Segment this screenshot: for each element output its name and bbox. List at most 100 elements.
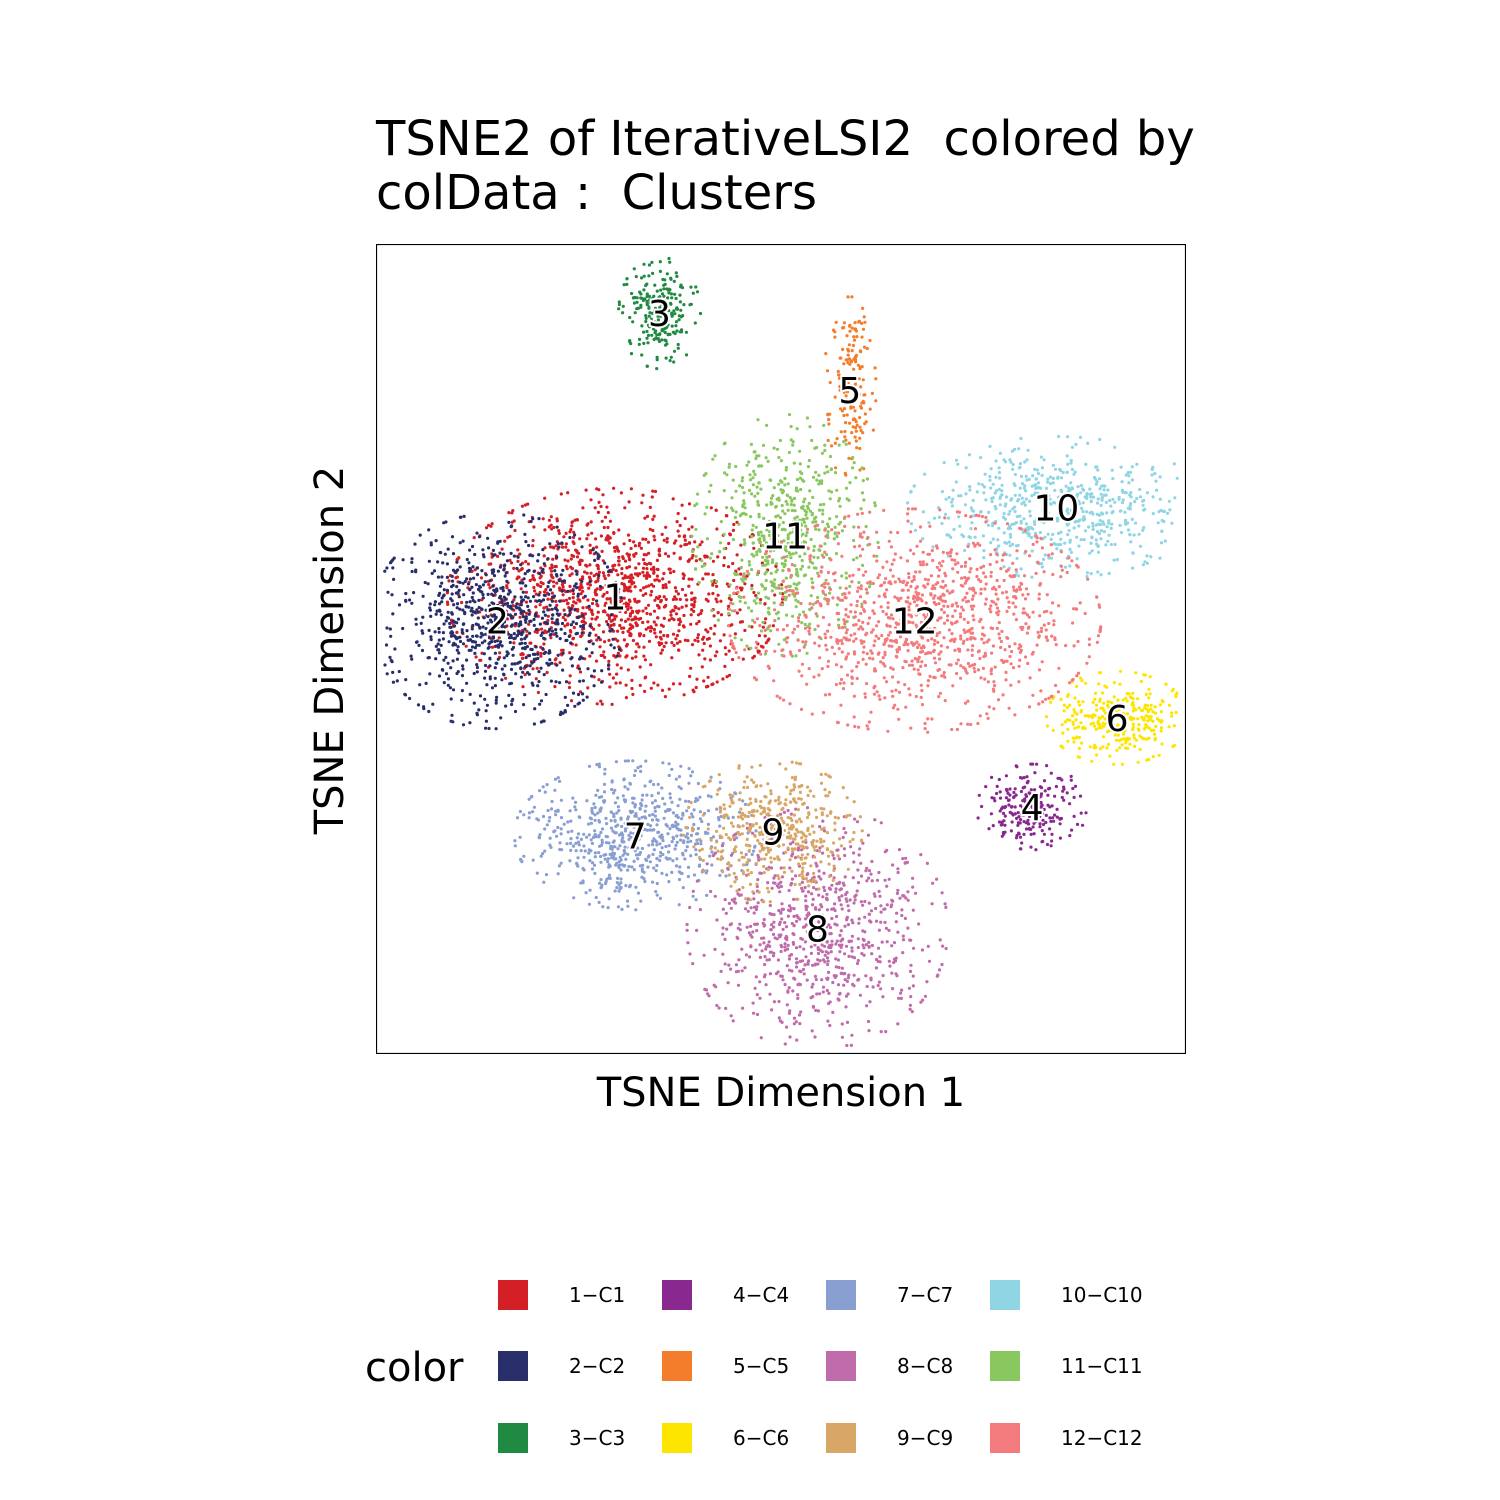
data-point [496,632,500,636]
data-point [634,650,638,654]
data-point [668,796,672,800]
data-point [527,543,531,548]
data-point [788,1035,792,1039]
data-point [819,781,824,785]
data-point [815,839,819,843]
data-point [684,799,688,803]
data-point [429,635,433,639]
data-point [491,634,495,638]
data-point [695,622,699,626]
data-point [461,581,465,585]
data-point [728,838,733,842]
data-point [634,566,638,570]
data-point [410,560,414,564]
data-point [739,851,743,855]
data-point [503,574,507,578]
data-point [713,624,717,628]
data-point [521,581,525,585]
data-point [821,851,825,855]
data-point [665,287,669,291]
data-point [536,818,540,822]
data-point [838,837,842,841]
data-point [678,556,682,560]
data-point [1034,848,1038,852]
data-point [526,569,530,573]
data-point [658,842,662,846]
data-point [675,641,679,645]
data-point [554,606,558,610]
data-point [449,597,453,601]
data-point [561,668,565,672]
data-point [695,879,699,883]
data-point [450,585,454,589]
data-point [725,514,729,518]
data-point [998,790,1002,794]
data-point [526,596,530,600]
data-point [841,347,845,351]
data-point [884,926,888,931]
data-point [1126,471,1130,475]
data-point [416,703,421,707]
data-point [1061,789,1065,793]
data-point [692,873,697,877]
data-point [461,642,466,646]
data-point [455,602,460,606]
data-point [521,670,525,674]
data-point [546,608,550,612]
data-point [681,576,686,580]
data-point [498,642,502,646]
data-point [661,624,665,628]
data-point [1001,830,1006,835]
data-point [950,504,955,508]
data-point [1054,784,1058,789]
data-point [484,719,488,723]
data-point [545,823,549,827]
data-point [840,971,844,975]
data-point [1017,815,1021,819]
data-point [504,704,508,708]
data-point [806,828,810,833]
data-point [665,272,669,276]
data-point [1027,814,1032,819]
data-point [724,911,728,916]
data-point [846,295,850,299]
data-point [644,314,648,318]
data-point [863,899,867,904]
data-point [867,1029,871,1033]
data-point [838,950,842,954]
data-point [885,940,889,944]
data-point [802,801,806,806]
data-point [650,801,655,805]
data-point [567,634,571,638]
data-point [467,648,471,652]
data-point [858,847,862,851]
data-point [836,848,840,852]
data-point [797,873,802,878]
data-point [642,586,646,590]
data-point [644,627,648,631]
data-point [531,538,535,543]
data-point [827,417,831,422]
data-point [500,622,505,626]
data-point [500,667,504,671]
data-point [715,600,719,604]
data-point [658,594,662,599]
data-point [519,858,523,862]
data-point [596,553,600,557]
data-point [679,871,683,875]
data-point [451,552,456,556]
data-point [728,804,732,808]
data-point [511,645,516,650]
data-point [901,934,905,938]
data-point [487,642,491,646]
data-point [424,681,428,685]
data-point [791,852,795,856]
data-point [597,678,601,682]
data-point [709,626,713,630]
data-point [484,632,488,636]
data-point [874,966,878,970]
data-point [607,663,611,667]
data-point [616,847,620,851]
data-point [681,811,685,816]
data-point [623,864,627,868]
